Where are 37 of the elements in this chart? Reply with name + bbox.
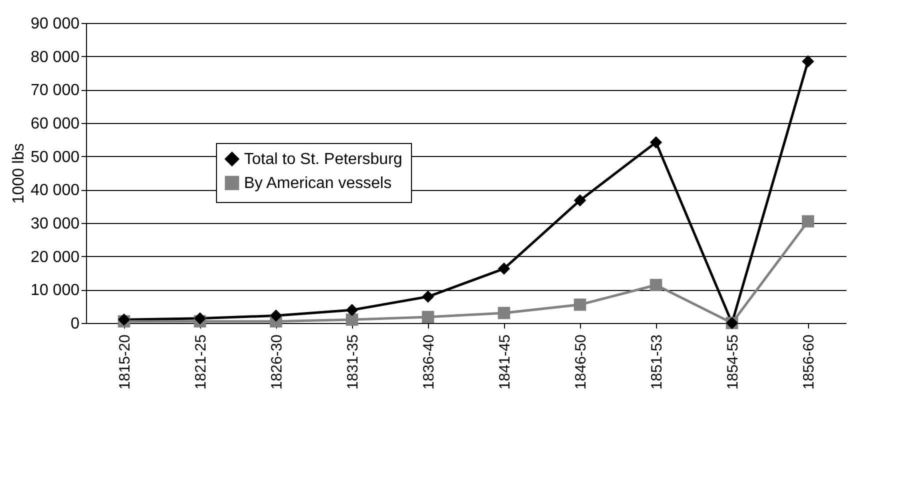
y-tick-label: 10 000	[30, 282, 80, 300]
point	[650, 136, 662, 148]
y-tick-label: 60 000	[30, 116, 80, 132]
y-tick-label: 40 000	[30, 182, 80, 200]
point	[422, 290, 434, 303]
legend-label: Total to St. Petersburg	[244, 151, 402, 168]
point	[498, 306, 510, 320]
point	[498, 262, 510, 275]
x-tick-label: 1836-40	[420, 334, 438, 390]
x-tick-label: 1831-35	[344, 334, 362, 390]
y-axis-title: 1000 lbs	[10, 143, 28, 204]
x-tick-label: 1826-30	[268, 334, 286, 390]
y-tick-label: 50 000	[30, 148, 80, 166]
legend-label: By American vessels	[244, 175, 392, 192]
point	[650, 278, 662, 292]
point	[574, 194, 586, 206]
y-tick-label: 80 000	[30, 48, 80, 66]
point	[802, 55, 814, 68]
point	[422, 310, 434, 324]
point	[270, 310, 282, 322]
y-tick-label: 20 000	[30, 248, 80, 266]
point	[346, 304, 358, 316]
y-tick-label: 90 000	[30, 16, 80, 32]
x-tick-label: 1856-60	[800, 334, 818, 390]
x-tick-label: 1854-55	[724, 334, 742, 390]
point	[346, 314, 358, 326]
x-tick-label: 1815-20	[116, 334, 134, 390]
y-tick-label: 70 000	[30, 82, 80, 100]
x-tick-label: 1846-50	[572, 334, 590, 390]
y-tick-label: 30 000	[30, 216, 80, 232]
y-tick-label: 0	[70, 316, 80, 332]
point	[574, 298, 586, 311]
x-tick-label: 1841-45	[496, 334, 514, 390]
x-tick-label: 1851-53	[648, 334, 666, 390]
point	[194, 312, 206, 324]
x-tick-label: 1821-25	[192, 334, 210, 390]
point	[802, 215, 814, 228]
